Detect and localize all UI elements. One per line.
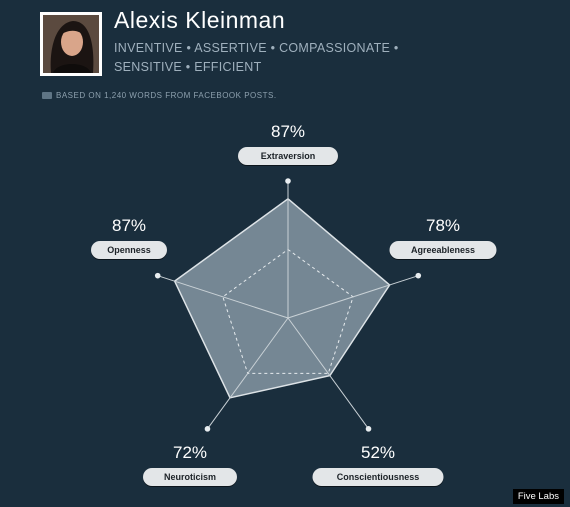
profile-name: Alexis Kleinman — [114, 7, 286, 33]
analysis-basis-text: BASED ON 1,240 WORDS FROM FACEBOOK POSTS… — [56, 91, 277, 100]
speech-bubble-icon — [42, 92, 52, 99]
reference-ring — [222, 248, 354, 374]
traits-line-2: SENSITIVE • EFFICIENT — [114, 60, 262, 74]
category-label-extraversion: Extraversion — [238, 147, 338, 165]
profile-photo — [40, 12, 102, 76]
axis-end-extraversion — [285, 178, 291, 184]
axis-end-neuroticism — [204, 426, 211, 432]
axis-end-agreeableness — [415, 272, 422, 279]
profile-traits: INVENTIVE • ASSERTIVE • COMPASSIONATE • … — [114, 39, 414, 77]
axis-end-conscientiousness — [365, 426, 372, 432]
value-label-conscientiousness: 52% — [360, 443, 396, 462]
category-label-neuroticism: Neuroticism — [143, 468, 237, 486]
category-label-openness: Openness — [91, 241, 167, 259]
category-label-agreeableness: Agreeableness — [389, 241, 497, 259]
traits-line-1: INVENTIVE • ASSERTIVE • COMPASSIONATE • — [114, 41, 399, 55]
profile-photo-image — [43, 15, 99, 73]
value-label-agreeableness: 78% — [425, 216, 461, 235]
analysis-basis: BASED ON 1,240 WORDS FROM FACEBOOK POSTS… — [42, 91, 277, 100]
axis-conscientiousness — [287, 317, 369, 430]
axis-end-openness — [154, 272, 161, 279]
value-label-openness: 87% — [111, 216, 147, 235]
category-label-conscientiousness: Conscientiousness — [312, 468, 444, 486]
footer-credit: Five Labs — [512, 489, 564, 504]
value-label-neuroticism: 72% — [172, 443, 208, 462]
axis-agreeableness — [287, 275, 419, 319]
axis-neuroticism — [207, 317, 289, 430]
value-label-extraversion: 87% — [270, 122, 306, 141]
axis-openness — [157, 275, 289, 319]
data-polygon — [173, 197, 391, 399]
